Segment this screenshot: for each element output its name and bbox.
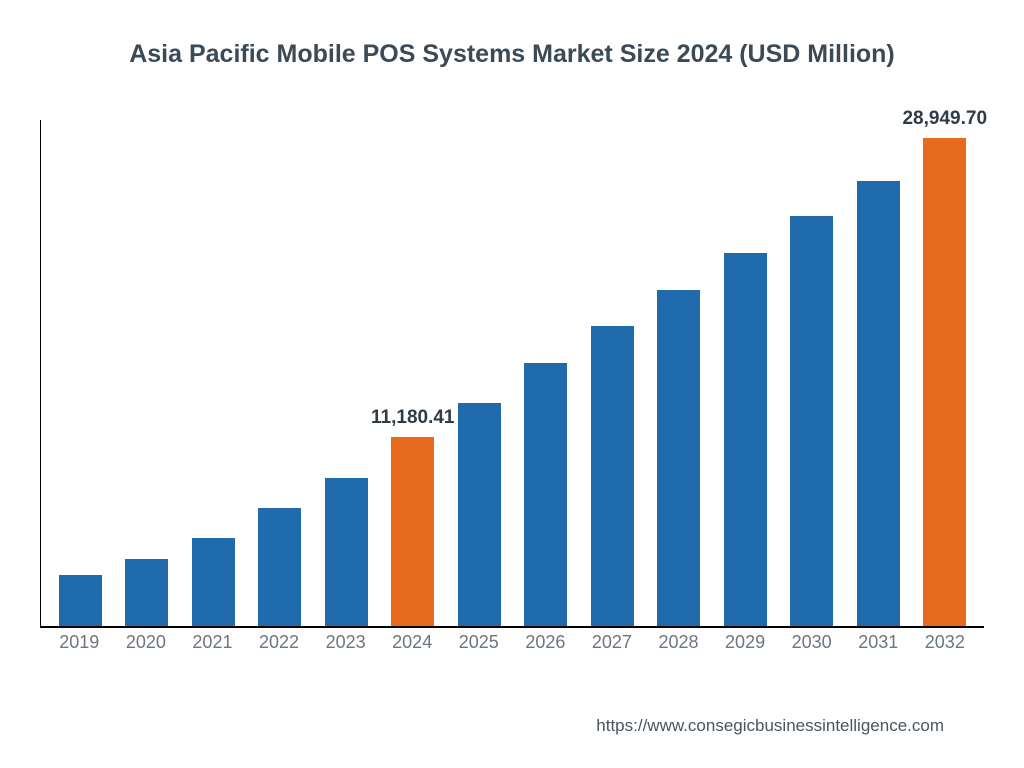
plot-area: 11,180.41 28,949.70 [40, 120, 984, 628]
bar-slot [114, 120, 181, 626]
x-axis-label: 2027 [579, 632, 646, 653]
bar [458, 403, 501, 626]
x-axis-label: 2020 [113, 632, 180, 653]
x-axis-label: 2029 [712, 632, 779, 653]
bar-slot [779, 120, 846, 626]
x-axis-label: 2021 [179, 632, 246, 653]
bar-value-label: 28,949.70 [902, 108, 987, 130]
bar-slot [313, 120, 380, 626]
bar [258, 508, 301, 626]
bar [657, 290, 700, 626]
bar [192, 538, 235, 626]
bar [391, 437, 434, 626]
x-axis-label: 2026 [512, 632, 579, 653]
x-axis-label: 2025 [445, 632, 512, 653]
source-url: https://www.consegicbusinessintelligence… [596, 716, 944, 736]
x-axis-label: 2024 [379, 632, 446, 653]
x-axis-label: 2028 [645, 632, 712, 653]
bar-slot [47, 120, 114, 626]
chart-area: 11,180.4128,949.70 201920202021202220232… [40, 120, 984, 668]
bars-container: 11,180.41 28,949.70 [41, 120, 984, 626]
bar [923, 138, 966, 626]
bar-slot [247, 120, 314, 626]
bar-value-label: 11,180.41 [371, 407, 454, 429]
bar [59, 575, 102, 626]
bar-slot: 11,180.41 [380, 120, 447, 626]
bar-slot [579, 120, 646, 626]
bar [790, 216, 833, 626]
bar-slot [845, 120, 912, 626]
bar [325, 478, 368, 626]
bar [125, 559, 168, 626]
bar [724, 253, 767, 626]
chart-page: Asia Pacific Mobile POS Systems Market S… [0, 0, 1024, 768]
x-axis-label: 2022 [246, 632, 313, 653]
x-axis-label: 2023 [312, 632, 379, 653]
bar-slot [646, 120, 713, 626]
x-axis-label: 2030 [778, 632, 845, 653]
bar-slot [712, 120, 779, 626]
bar-slot [446, 120, 513, 626]
chart-title: Asia Pacific Mobile POS Systems Market S… [0, 40, 1024, 69]
bar-slot: 28,949.70 [912, 120, 979, 626]
bar [857, 181, 900, 626]
x-axis-label: 2032 [912, 632, 979, 653]
bar-slot [513, 120, 580, 626]
bar [591, 326, 634, 626]
x-axis-label: 2019 [46, 632, 113, 653]
bar [524, 363, 567, 626]
bar-slot [180, 120, 247, 626]
x-axis-label: 2031 [845, 632, 912, 653]
x-axis-labels: 2019202020212022202320242025202620272028… [40, 624, 984, 668]
